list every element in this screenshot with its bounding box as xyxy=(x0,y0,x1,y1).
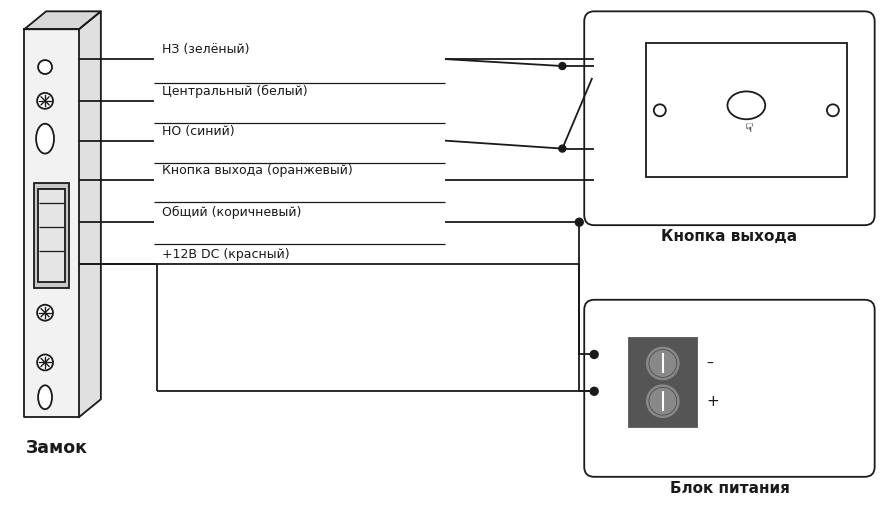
FancyBboxPatch shape xyxy=(584,11,874,225)
Circle shape xyxy=(575,218,583,226)
Circle shape xyxy=(646,348,678,380)
Text: Общий (коричневый): Общий (коричневый) xyxy=(161,206,300,219)
Bar xyxy=(645,43,846,178)
Circle shape xyxy=(646,385,678,417)
Circle shape xyxy=(38,60,52,74)
Circle shape xyxy=(589,351,597,358)
Polygon shape xyxy=(24,29,79,417)
FancyBboxPatch shape xyxy=(584,300,874,477)
Text: –: – xyxy=(706,356,712,370)
Circle shape xyxy=(37,305,53,321)
Text: НЗ (зелёный): НЗ (зелёный) xyxy=(161,43,249,56)
Text: Кнопка выхода (оранжевый): Кнопка выхода (оранжевый) xyxy=(161,164,352,178)
Circle shape xyxy=(37,93,53,109)
Ellipse shape xyxy=(38,385,52,409)
Circle shape xyxy=(558,62,565,70)
Bar xyxy=(35,183,69,288)
Circle shape xyxy=(558,145,565,152)
Bar xyxy=(628,337,696,427)
Text: +: + xyxy=(706,394,719,409)
Text: Замок: Замок xyxy=(26,439,88,457)
Circle shape xyxy=(653,105,665,116)
Circle shape xyxy=(826,105,838,116)
Circle shape xyxy=(37,354,53,370)
Ellipse shape xyxy=(727,91,765,119)
Circle shape xyxy=(649,350,676,377)
Text: Центральный (белый): Центральный (белый) xyxy=(161,85,307,98)
Circle shape xyxy=(649,387,676,415)
Text: Блок питания: Блок питания xyxy=(669,481,789,496)
Text: НО (синий): НО (синий) xyxy=(161,125,234,138)
Text: ☞: ☞ xyxy=(739,122,752,133)
Bar xyxy=(38,190,65,282)
Polygon shape xyxy=(24,11,101,29)
Circle shape xyxy=(589,387,597,395)
Polygon shape xyxy=(79,11,101,417)
Text: +12В DC (красный): +12В DC (красный) xyxy=(161,248,289,261)
Ellipse shape xyxy=(36,124,54,153)
Text: Кнопка выхода: Кнопка выхода xyxy=(661,229,797,244)
